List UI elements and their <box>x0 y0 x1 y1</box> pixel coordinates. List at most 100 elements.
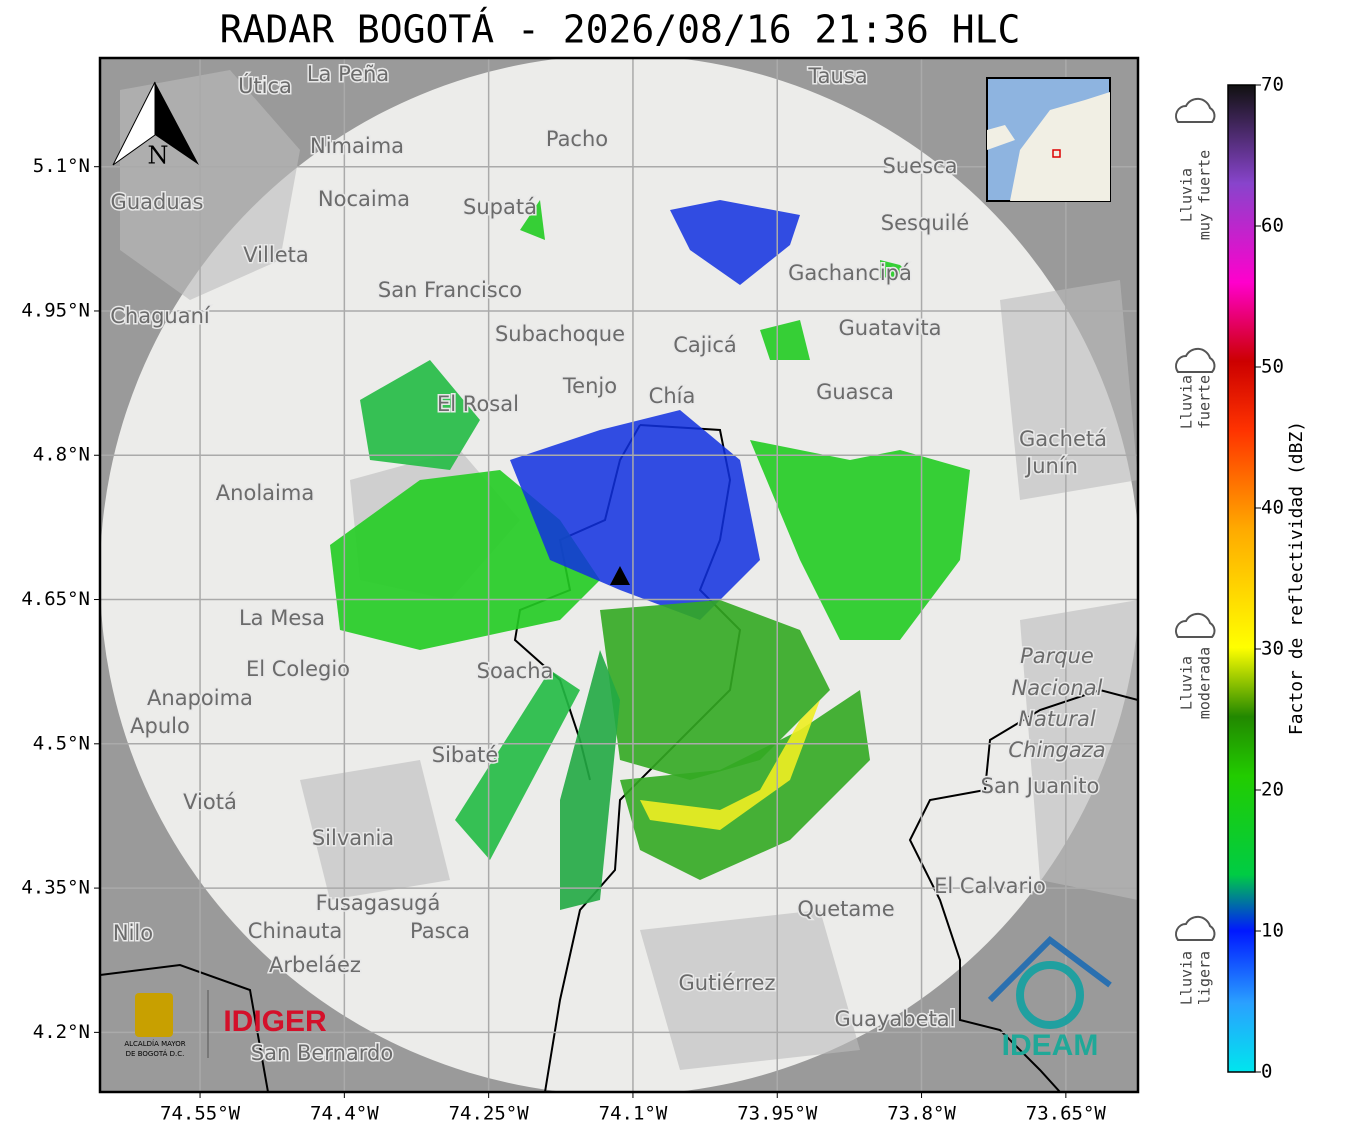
colorbar-label: Factor de reflectividad (dBZ) <box>1286 421 1307 735</box>
colorbar-tick-label: 40 <box>1261 497 1284 519</box>
alcaldia-logo-2: DE BOGOTÁ D.C. <box>126 1049 185 1058</box>
place-label: Natural <box>1018 707 1096 731</box>
y-tick-label: 4.35°N <box>21 877 90 899</box>
place-label: El Colegio <box>246 657 350 681</box>
colorbar-tick-label: 0 <box>1261 1061 1272 1083</box>
y-tick-label: 5.1°N <box>33 155 90 177</box>
place-label: Guayabetal <box>835 1007 956 1031</box>
x-tick-label: 74.55°W <box>160 1103 241 1125</box>
x-tick-label: 74.4°W <box>310 1103 379 1125</box>
weather-icon <box>1175 347 1216 373</box>
inset-map <box>986 77 1111 202</box>
place-label: Arbeláez <box>269 953 361 977</box>
map: La Peña Útica Tausa Pacho Nimaima Nocaima Guad… <box>100 58 1138 1092</box>
place-label: El Calvario <box>934 874 1046 898</box>
legend-label: muy fuerte <box>1196 150 1214 240</box>
place-label: Tenjo <box>562 374 617 398</box>
weather-icon <box>1175 97 1216 123</box>
alcaldia-logo: ALCALDÍA MAYOR <box>124 1039 185 1048</box>
place-label: Guasca <box>816 380 894 404</box>
colorbar-tick-label: 30 <box>1261 638 1284 660</box>
colorbar <box>1227 84 1256 1073</box>
weather-icon <box>1175 915 1216 941</box>
y-tick-label: 4.8°N <box>33 444 90 466</box>
place-label: Chía <box>649 384 696 408</box>
place-label: El Rosal <box>437 392 519 416</box>
place-labels: La Peña Útica Tausa Pacho Nimaima Nocaima Guad… <box>109 61 1109 1067</box>
legend-label: Lluvia <box>1178 375 1196 429</box>
place-label: San Bernardo <box>251 1041 393 1065</box>
place-label: Chaguaní <box>110 304 211 328</box>
y-tick-label: 4.65°N <box>21 588 90 610</box>
place-label: Útica <box>238 73 292 98</box>
map-frame <box>98 56 1140 1094</box>
radar-echoes <box>330 200 970 910</box>
place-label: Gachetá <box>1019 427 1107 451</box>
place-label: La Peña <box>307 62 389 86</box>
place-label: Suesca <box>883 154 958 178</box>
title: RADAR BOGOTÁ - 2026/08/16 21:36 HLC <box>220 8 1021 52</box>
place-label: Sibaté <box>432 743 499 767</box>
x-tick-label: 74.25°W <box>449 1103 530 1125</box>
place-label: Guaduas <box>111 190 204 214</box>
place-label: Quetame <box>797 897 894 921</box>
colorbar-tick-label: 60 <box>1261 215 1284 237</box>
place-label: Silvania <box>312 826 394 850</box>
x-tick-label: 74.1°W <box>599 1103 668 1125</box>
x-tick-label: 73.95°W <box>737 1103 818 1125</box>
place-label: Nilo <box>113 921 153 945</box>
weather-icon <box>1175 612 1216 638</box>
place-label: Gachancipá <box>788 261 912 285</box>
place-label: San Juanito <box>981 774 1100 798</box>
place-label: Guatavita <box>839 316 942 340</box>
place-label: Nacional <box>1012 676 1103 700</box>
place-label: San Francisco <box>378 278 522 302</box>
place-label: Gutiérrez <box>679 971 776 995</box>
legend-label: Lluvia <box>1178 168 1196 222</box>
idiger-logo: IDIGER <box>223 1005 327 1038</box>
terrain <box>120 70 1138 1070</box>
place-label: Nimaima <box>310 134 404 158</box>
y-tick-label: 4.5°N <box>33 732 90 754</box>
legend-label: moderada <box>1196 647 1214 719</box>
place-label: Chingaza <box>1008 738 1105 762</box>
grid <box>100 58 1138 1092</box>
place-label: Viotá <box>183 790 237 814</box>
y-tick-label: 4.2°N <box>33 1021 90 1043</box>
legend-label: fuerte <box>1196 375 1214 429</box>
place-label: Fusagasugá <box>316 891 441 915</box>
legend-label: Lluvia <box>1178 951 1196 1005</box>
x-tick-label: 73.8°W <box>887 1103 956 1125</box>
place-label: Apulo <box>130 714 190 738</box>
place-label: Sesquilé <box>881 211 969 235</box>
place-label: Anapoima <box>147 686 253 710</box>
colorbar-tick-label: 10 <box>1261 920 1284 942</box>
colorbar-tick-label: 20 <box>1261 779 1284 801</box>
place-label: Supatá <box>463 195 537 219</box>
ideam-logo: IDEAM <box>1002 1029 1099 1062</box>
place-label: Tausa <box>807 64 867 88</box>
axes: 5.1°N 4.95°N 4.8°N 4.65°N 4.5°N 4.35°N 4.2°N 74… <box>21 155 1106 1124</box>
legend-label: Lluvia <box>1178 656 1196 710</box>
place-label: Soacha <box>477 659 554 683</box>
north-label: N <box>148 142 169 170</box>
colorbar-tick-label: 50 <box>1261 356 1284 378</box>
place-label: Villeta <box>243 243 308 267</box>
place-label: Subachoque <box>495 322 625 346</box>
place-label: Junín <box>1024 454 1078 478</box>
north-arrow: N <box>112 81 199 170</box>
place-label: Parque <box>1020 644 1094 668</box>
place-label: Nocaima <box>318 187 410 211</box>
place-label: La Mesa <box>239 606 325 630</box>
x-tick-label: 73.65°W <box>1026 1103 1107 1125</box>
place-label: Pasca <box>410 919 470 943</box>
place-label: Cajicá <box>673 333 737 357</box>
place-label: Chinauta <box>248 919 342 943</box>
logos: ALCALDÍA MAYOR DE BOGOTÁ D.C. IDIGER IDE… <box>124 936 1112 1062</box>
place-label: Anolaima <box>216 481 314 505</box>
place-label: Pacho <box>546 127 608 151</box>
legend-label: ligera <box>1196 951 1214 1005</box>
radar-site <box>610 566 630 585</box>
